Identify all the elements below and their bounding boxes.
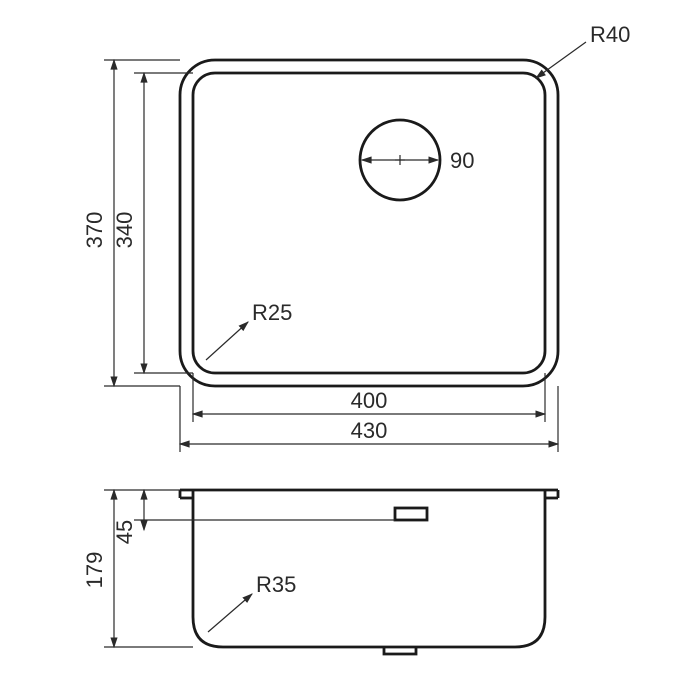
r40-leader: [536, 42, 586, 78]
overflow-slot: [395, 508, 427, 520]
r35-leader: [208, 594, 252, 632]
label-r35: R35: [256, 572, 296, 597]
label-w430: 430: [351, 418, 388, 443]
label-h340: 340: [112, 212, 137, 249]
r25-leader: [206, 322, 248, 360]
label-r40: R40: [590, 22, 630, 47]
inner-basin: [193, 73, 545, 373]
label-w400: 400: [351, 388, 388, 413]
outer-basin: [180, 60, 558, 386]
label-h179: 179: [82, 552, 107, 589]
label-h370: 370: [82, 212, 107, 249]
basin-body: [193, 490, 545, 647]
label-r25: R25: [252, 300, 292, 325]
top-view: R40 90 R25 340 370 400 430: [82, 22, 630, 452]
side-view: 179 45 R35: [82, 490, 558, 654]
label-w45: 45: [112, 520, 137, 544]
label-d90: 90: [450, 148, 474, 173]
